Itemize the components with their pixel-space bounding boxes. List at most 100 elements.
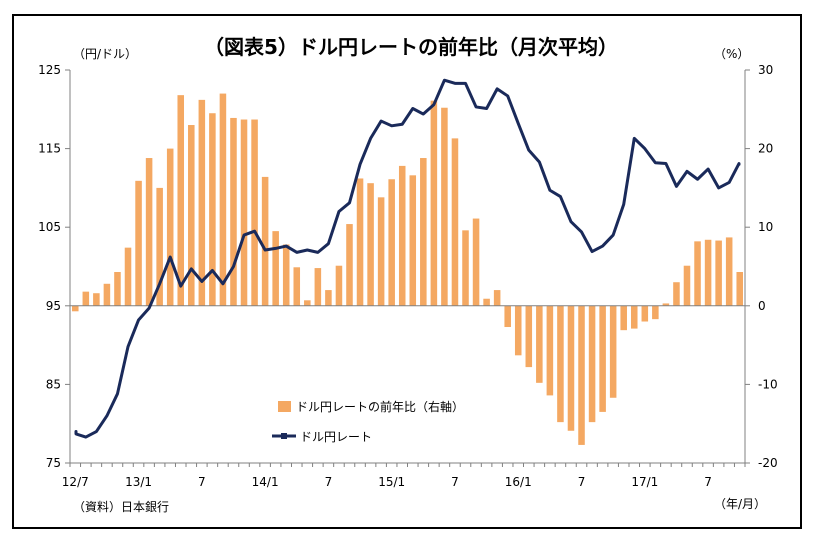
bar-28 [367,183,374,306]
bar-4 [114,272,121,306]
bar-19 [272,231,279,306]
bar-33 [420,158,427,306]
bar-59 [694,241,701,306]
line-series [74,78,741,439]
bar-57 [673,282,680,306]
bar-55 [652,305,659,320]
legend-bar-swatch [278,401,291,412]
x-tick-label-3: 14/1 [252,475,279,489]
x-axis-unit: （年/月） [714,497,766,511]
bar-51 [609,305,617,398]
x-tick-label-1: 13/1 [125,475,152,489]
bar-41 [504,305,511,328]
axes [65,69,750,467]
right-tick-label-4: 20 [758,142,773,156]
bar-29 [377,197,385,306]
bar-46 [557,305,564,423]
bar-27 [356,178,364,306]
bar-42 [514,305,522,356]
bar-54 [641,305,649,322]
bar-17 [251,119,258,306]
bar-10 [177,95,185,306]
bar-15 [230,117,237,306]
bar-18 [261,176,269,306]
bar-3 [103,283,111,306]
bar-9 [166,148,174,306]
bar-60 [704,239,712,306]
x-tick-label-7: 16/1 [505,475,532,489]
legend-line-label: ドル円レート [300,430,372,444]
bar-32 [409,175,417,306]
bar-44 [536,305,543,383]
bar-37 [462,230,469,306]
left-tick-label-0: 75 [46,456,61,470]
source-note: （資料）日本銀行 [73,500,169,514]
bar-13 [209,113,216,306]
legend: ドル円レートの前年比（右軸） ドル円レート [272,399,464,444]
right-tick-label-0: -20 [758,456,778,470]
left-tick-label-2: 95 [46,299,61,313]
right-tick-label-1: -10 [758,377,778,391]
bar-47 [567,305,575,431]
x-tick-label-0: 12/7 [62,475,89,489]
bar-38 [472,218,480,306]
chart-title: （図表5）ドル円レートの前年比（月次平均） [204,35,618,59]
chart-frame [12,14,802,529]
bar-58 [683,265,691,306]
x-tick-label-2: 7 [198,475,206,489]
bar-2 [93,293,100,306]
bar-43 [525,305,533,368]
bar-52 [620,305,627,331]
bar-22 [304,300,311,306]
bar-45 [546,305,554,396]
bar-30 [388,179,395,306]
bar-26 [346,224,353,306]
legend-line-marker [281,433,287,439]
x-tick-label-6: 7 [451,475,459,489]
bar-6 [135,180,142,306]
bar-61 [715,240,722,306]
bar-11 [188,125,195,306]
right-tick-label-2: 0 [758,299,766,313]
tick-labels: 75 85 95 105 115 125 -20 -10 0 10 20 30 12/7 13/1 7 14/… [38,63,778,489]
bar-8 [156,187,163,306]
bar-62 [725,237,733,306]
bar-36 [451,138,459,306]
bar-48 [578,305,585,445]
bar-25 [335,265,343,306]
legend-bar-label: ドル円レートの前年比（右軸） [296,399,464,414]
bar-20 [282,244,290,306]
left-tick-label-5: 125 [38,63,61,77]
bar-56 [662,303,670,306]
x-tick-label-5: 15/1 [378,475,405,489]
x-tick-label-8: 7 [578,475,586,489]
bar-40 [493,290,501,306]
x-tick-label-9: 17/1 [631,475,658,489]
right-tick-label-5: 30 [758,63,773,77]
right-tick-label-3: 10 [758,220,773,234]
bar-21 [293,267,301,306]
x-tick-label-10: 7 [704,475,712,489]
bar-31 [398,165,406,306]
bar-1 [82,291,90,306]
bar-5 [124,247,132,306]
bar-14 [219,93,227,306]
bar-63 [736,272,743,306]
bar-24 [325,290,332,306]
bar-23 [314,268,322,306]
left-tick-label-1: 85 [46,377,61,391]
bar-35 [441,107,448,306]
bar-53 [630,305,638,329]
left-axis-unit: （円/ドル） [73,47,137,61]
left-tick-label-4: 115 [38,142,61,156]
bar-34 [430,100,438,306]
exchange-rate-line [74,78,741,439]
bar-50 [599,305,606,412]
right-axis-unit: （%） [714,47,749,61]
bar-0 [72,305,79,312]
bar-16 [240,119,248,306]
left-tick-label-3: 105 [38,220,61,234]
bar-12 [198,99,206,306]
bar-7 [145,158,153,306]
